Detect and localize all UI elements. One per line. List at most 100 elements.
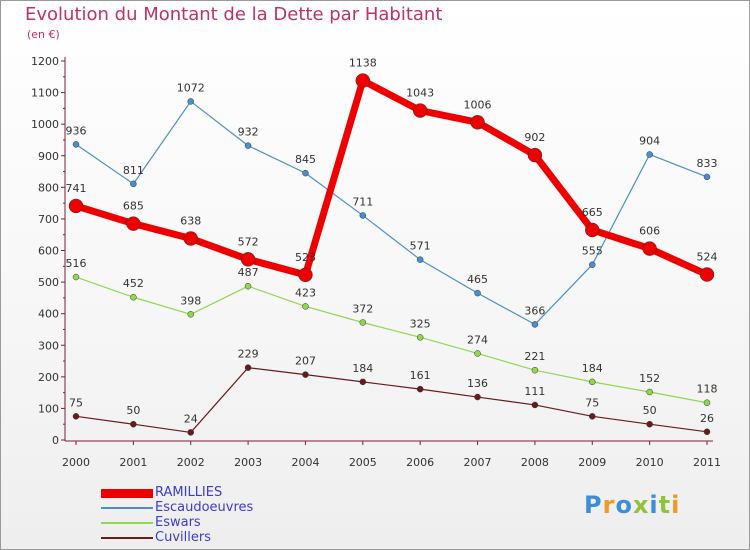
x-tick-label: 2011 bbox=[693, 456, 721, 469]
data-label-ramillies: 1138 bbox=[349, 57, 377, 70]
data-label-ramillies: 606 bbox=[639, 225, 660, 238]
logo-letter: x bbox=[632, 491, 650, 519]
point-escaudoeuvres bbox=[187, 98, 194, 105]
point-ramillies bbox=[240, 252, 256, 267]
point-ramillies bbox=[355, 73, 371, 88]
point-escaudoeuvres bbox=[302, 169, 309, 177]
logo-letter: i bbox=[671, 491, 681, 519]
data-label-eswars: 487 bbox=[238, 266, 259, 279]
point-cuvillers bbox=[703, 428, 711, 436]
logo-letter: P bbox=[584, 491, 603, 519]
series-line-eswars bbox=[75, 276, 708, 404]
legend-swatch-eswars bbox=[101, 522, 153, 524]
point-escaudoeuvres bbox=[474, 289, 481, 297]
data-label-escaudoeuvres: 555 bbox=[582, 245, 603, 258]
series-line-escaudoeuvres bbox=[75, 100, 708, 326]
x-tick-label: 2003 bbox=[234, 456, 262, 469]
y-tick-label: 600 bbox=[38, 245, 59, 258]
legend-item-cuvillers: Cuvillers bbox=[101, 531, 321, 545]
point-ramillies bbox=[183, 231, 198, 246]
point-cuvillers bbox=[244, 364, 252, 371]
logo-letter: t bbox=[658, 491, 672, 519]
data-label-eswars: 372 bbox=[352, 303, 373, 316]
data-label-cuvillers: 136 bbox=[467, 377, 488, 390]
x-tick-label: 2004 bbox=[291, 456, 319, 469]
data-label-cuvillers: 24 bbox=[184, 412, 198, 425]
data-label-ramillies: 685 bbox=[123, 200, 144, 213]
y-tick-label: 200 bbox=[38, 371, 59, 384]
data-label-ramillies: 1043 bbox=[406, 87, 434, 100]
y-tick-label: 700 bbox=[38, 213, 59, 226]
data-label-ramillies: 572 bbox=[238, 235, 259, 248]
point-cuvillers bbox=[646, 420, 653, 428]
point-cuvillers bbox=[359, 378, 367, 386]
point-cuvillers bbox=[130, 420, 137, 428]
y-tick-label: 1200 bbox=[31, 55, 59, 68]
point-cuvillers bbox=[474, 393, 481, 401]
y-tick-label: 1100 bbox=[31, 87, 59, 100]
data-label-eswars: 325 bbox=[410, 317, 431, 330]
data-label-cuvillers: 207 bbox=[295, 355, 316, 368]
point-cuvillers bbox=[187, 429, 194, 436]
point-escaudoeuvres bbox=[72, 141, 80, 148]
point-eswars bbox=[646, 388, 653, 396]
data-label-escaudoeuvres: 366 bbox=[524, 304, 545, 317]
x-tick-label: 2009 bbox=[578, 456, 606, 469]
point-eswars bbox=[72, 273, 80, 281]
point-escaudoeuvres bbox=[416, 256, 424, 263]
data-label-escaudoeuvres: 936 bbox=[66, 124, 87, 137]
x-tick-label: 2010 bbox=[636, 456, 664, 469]
point-eswars bbox=[416, 334, 424, 341]
point-cuvillers bbox=[531, 401, 539, 409]
data-label-escaudoeuvres: 711 bbox=[352, 195, 373, 208]
data-label-ramillies: 524 bbox=[697, 251, 718, 264]
logo-letter: i bbox=[649, 491, 659, 519]
logo-letter: o bbox=[615, 491, 633, 519]
point-eswars bbox=[359, 319, 367, 326]
point-cuvillers bbox=[589, 413, 596, 420]
point-escaudoeuvres bbox=[589, 261, 596, 268]
data-label-eswars: 118 bbox=[697, 383, 718, 396]
point-eswars bbox=[130, 293, 137, 301]
data-label-ramillies: 1006 bbox=[464, 98, 492, 111]
point-ramillies bbox=[527, 147, 543, 163]
legend-swatch-cuvillers bbox=[101, 537, 153, 539]
point-ramillies bbox=[68, 198, 84, 214]
legend-item-eswars: Eswars bbox=[101, 516, 321, 530]
legend-swatch-escaudoeuvres bbox=[101, 507, 153, 509]
y-tick-label: 300 bbox=[38, 339, 59, 352]
point-eswars bbox=[474, 350, 481, 357]
legend-item-ramillies: RAMILLIES bbox=[101, 486, 321, 500]
x-tick-label: 2000 bbox=[62, 456, 90, 469]
y-tick-label: 400 bbox=[38, 308, 59, 321]
logo-letter: r bbox=[602, 491, 616, 519]
proxiti-logo: Proxiti bbox=[584, 491, 680, 519]
y-tick-label: 1000 bbox=[31, 118, 59, 131]
point-ramillies bbox=[585, 222, 600, 238]
point-eswars bbox=[302, 303, 309, 310]
point-escaudoeuvres bbox=[359, 212, 367, 219]
point-ramillies bbox=[126, 216, 141, 231]
point-escaudoeuvres bbox=[703, 173, 711, 181]
legend-label-eswars: Eswars bbox=[155, 515, 201, 530]
data-label-eswars: 398 bbox=[180, 294, 201, 307]
point-eswars bbox=[244, 282, 252, 290]
data-label-escaudoeuvres: 811 bbox=[123, 164, 144, 177]
point-cuvillers bbox=[302, 371, 309, 378]
legend-label-ramillies: RAMILLIES bbox=[155, 485, 223, 500]
data-label-eswars: 221 bbox=[524, 350, 545, 363]
point-ramillies bbox=[699, 267, 715, 282]
chart-subtitle: (en €) bbox=[27, 28, 60, 41]
y-tick-label: 100 bbox=[38, 402, 59, 415]
data-label-eswars: 423 bbox=[295, 286, 316, 299]
point-ramillies bbox=[642, 241, 657, 256]
data-label-cuvillers: 161 bbox=[410, 369, 431, 382]
data-label-ramillies: 741 bbox=[66, 182, 87, 195]
data-label-cuvillers: 50 bbox=[643, 404, 657, 417]
data-label-cuvillers: 50 bbox=[126, 404, 140, 417]
chart-title: Evolution du Montant de la Dette par Hab… bbox=[25, 4, 443, 25]
data-label-ramillies: 665 bbox=[582, 206, 603, 219]
point-escaudoeuvres bbox=[531, 321, 539, 328]
data-label-escaudoeuvres: 571 bbox=[410, 240, 431, 253]
